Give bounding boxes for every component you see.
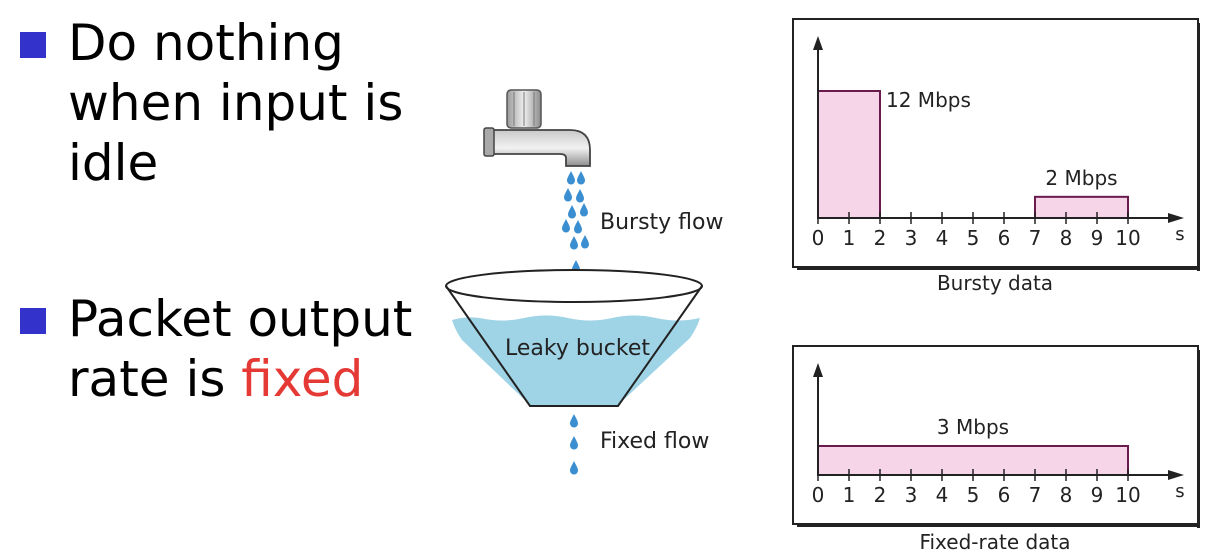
x-tick-label: 7 <box>1029 483 1042 507</box>
x-tick-label: 5 <box>967 226 980 250</box>
x-tick-label: 6 <box>998 483 1011 507</box>
x-tick-label: 0 <box>812 483 825 507</box>
bar-label: 12 Mbps <box>886 88 971 112</box>
fixed-flow-label: Fixed flow <box>600 429 709 454</box>
bursty-flow-label: Bursty flow <box>600 210 724 235</box>
bursty-data-chart: 12 Mbps 2 Mbps 0 1 2 3 4 5 6 7 8 9 10 s Bursty data <box>792 18 1200 295</box>
data-bar <box>817 90 881 219</box>
x-tick-label: 5 <box>967 483 980 507</box>
bullet-line: idle <box>68 134 159 192</box>
bullet-square-icon <box>20 308 46 334</box>
y-axis-arrow-icon <box>813 36 823 50</box>
x-tick-label: 10 <box>1115 483 1140 507</box>
x-tick-label: 7 <box>1029 226 1042 250</box>
x-tick-label: 1 <box>843 226 856 250</box>
bullet-line: Packet output <box>68 290 413 348</box>
chart-frame-shadow <box>797 524 1200 527</box>
x-tick-label: 3 <box>905 483 918 507</box>
x-tick-label: 3 <box>905 226 918 250</box>
bucket-icon <box>445 269 703 407</box>
chart-frame-shadow <box>1197 350 1200 528</box>
x-tick-label: 8 <box>1060 483 1073 507</box>
x-tick-label: 2 <box>874 483 887 507</box>
bar-label: 2 Mbps <box>1045 166 1117 190</box>
bursty-drops <box>562 171 589 274</box>
x-tick-label: 4 <box>936 226 949 250</box>
bullet-line: when input is <box>68 74 404 132</box>
x-tick-label: 1 <box>843 483 856 507</box>
y-axis-arrow-icon <box>813 363 823 377</box>
bullet-accent-fixed: fixed <box>241 350 364 408</box>
x-tick-label: 8 <box>1060 226 1073 250</box>
bullet-line: Do nothing <box>68 14 344 72</box>
x-unit-label: s <box>1175 224 1184 245</box>
x-tick-label: 2 <box>874 226 887 250</box>
data-bar <box>1034 195 1129 219</box>
chart-caption: Bursty data <box>937 271 1053 295</box>
leaky-bucket-label: Leaky bucket <box>505 336 650 361</box>
bullet-square-icon <box>20 32 46 58</box>
x-unit-label: s <box>1175 481 1184 502</box>
x-tick-label: 6 <box>998 226 1011 250</box>
chart-frame-shadow <box>797 267 1200 270</box>
bar-label: 3 Mbps <box>937 415 1009 439</box>
x-tick-label: 9 <box>1091 226 1104 250</box>
x-axis-arrow-icon <box>1168 213 1184 223</box>
bullet-line: rate is fixed <box>68 350 363 408</box>
fixed-drops <box>570 414 578 475</box>
chart-frame-shadow <box>1197 23 1200 271</box>
x-tick-label: 0 <box>812 226 825 250</box>
chart-caption: Fixed-rate data <box>919 530 1070 554</box>
x-tick-label: 4 <box>936 483 949 507</box>
x-axis-arrow-icon <box>1168 470 1184 480</box>
bullet-text-prefix: rate is <box>68 350 242 408</box>
x-tick-label: 10 <box>1115 226 1140 250</box>
faucet-icon <box>483 89 591 167</box>
chart-frame <box>792 345 1199 525</box>
x-tick-label: 9 <box>1091 483 1104 507</box>
fixed-rate-chart: 3 Mbps 0 1 2 3 4 5 6 7 8 9 10 s Fixed-rate data <box>792 345 1200 554</box>
